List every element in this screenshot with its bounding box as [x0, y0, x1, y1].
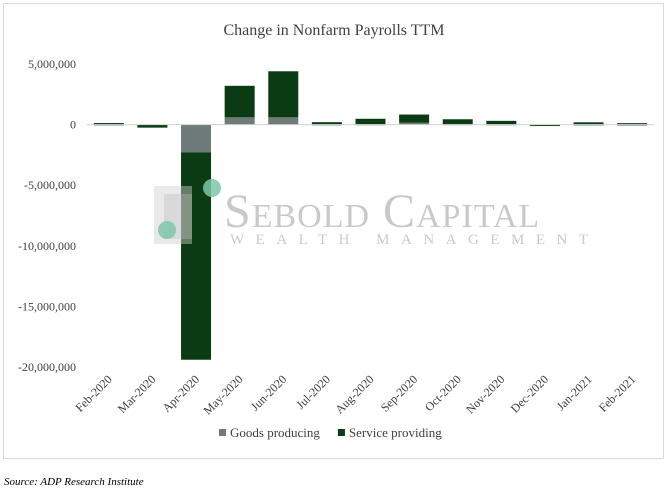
watermark-dot-left — [158, 221, 176, 239]
y-tick-label: -10,000,000 — [18, 239, 76, 253]
x-tick-label: Nov-2020 — [463, 372, 507, 416]
watermark-logo: Sebold Capital Wealth Management — [154, 179, 600, 248]
bar-service-providing — [442, 119, 473, 124]
bar-service-providing — [486, 120, 517, 125]
legend-swatch — [219, 429, 226, 436]
bar-service-providing — [93, 123, 124, 125]
chart-title: Change in Nonfarm Payrolls TTM — [223, 22, 444, 39]
x-tick-label: Aug-2020 — [332, 372, 376, 416]
x-tick-label: Dec-2020 — [508, 372, 551, 415]
x-tick-label: Feb-2021 — [596, 372, 638, 414]
bar-goods-producing — [399, 122, 430, 125]
legend-swatch — [337, 429, 345, 436]
bar-goods-producing — [181, 124, 212, 153]
y-tick-label: -15,000,000 — [18, 299, 76, 313]
bar-service-providing — [137, 124, 168, 128]
x-tick-label: Sep-2020 — [378, 372, 420, 414]
bar-service-providing — [355, 118, 386, 125]
x-tick-label: Apr-2020 — [159, 372, 202, 415]
legend: Goods producing Service providing — [219, 425, 442, 440]
y-tick-label: -20,000,000 — [18, 360, 76, 374]
legend-label: Goods producing — [230, 425, 320, 440]
y-tick-label: 0 — [70, 118, 76, 132]
x-tick-label: Oct-2020 — [422, 372, 464, 414]
legend-label: Service providing — [349, 425, 442, 440]
bar-service-providing — [529, 124, 560, 127]
bars — [93, 71, 648, 360]
bar-goods-producing — [268, 117, 299, 125]
watermark-dot-right — [203, 179, 221, 197]
bar-service-providing — [399, 114, 430, 123]
bar-service-providing — [617, 123, 648, 125]
x-tick-label: Feb-2020 — [73, 372, 115, 414]
watermark-line2: Wealth Management — [230, 232, 600, 248]
x-tick-label: May-2020 — [201, 372, 246, 417]
bar-service-providing — [268, 71, 299, 118]
watermark-line1: Sebold Capital — [224, 185, 540, 238]
chart-svg: Change in Nonfarm Payrolls TTM 5,000,000… — [18, 22, 654, 440]
bar-service-providing — [573, 122, 604, 125]
bar-goods-producing — [224, 117, 255, 125]
y-tick-label: 5,000,000 — [28, 57, 76, 71]
bar-service-providing — [311, 122, 342, 125]
y-axis: 5,000,000 0 -5,000,000 -10,000,000 -15,000,0… — [18, 57, 76, 374]
x-tick-label: Jan-2021 — [554, 372, 595, 413]
x-tick-label: Jul-2020 — [293, 372, 333, 412]
y-tick-label: -5,000,000 — [24, 178, 76, 192]
x-tick-label: Jun-2020 — [248, 372, 289, 413]
x-tick-label: Mar-2020 — [115, 372, 159, 416]
bar-service-providing — [224, 85, 255, 118]
chart-frame: Change in Nonfarm Payrolls TTM 5,000,000… — [3, 3, 664, 459]
source-note: Source: ADP Research Institute — [4, 476, 144, 488]
